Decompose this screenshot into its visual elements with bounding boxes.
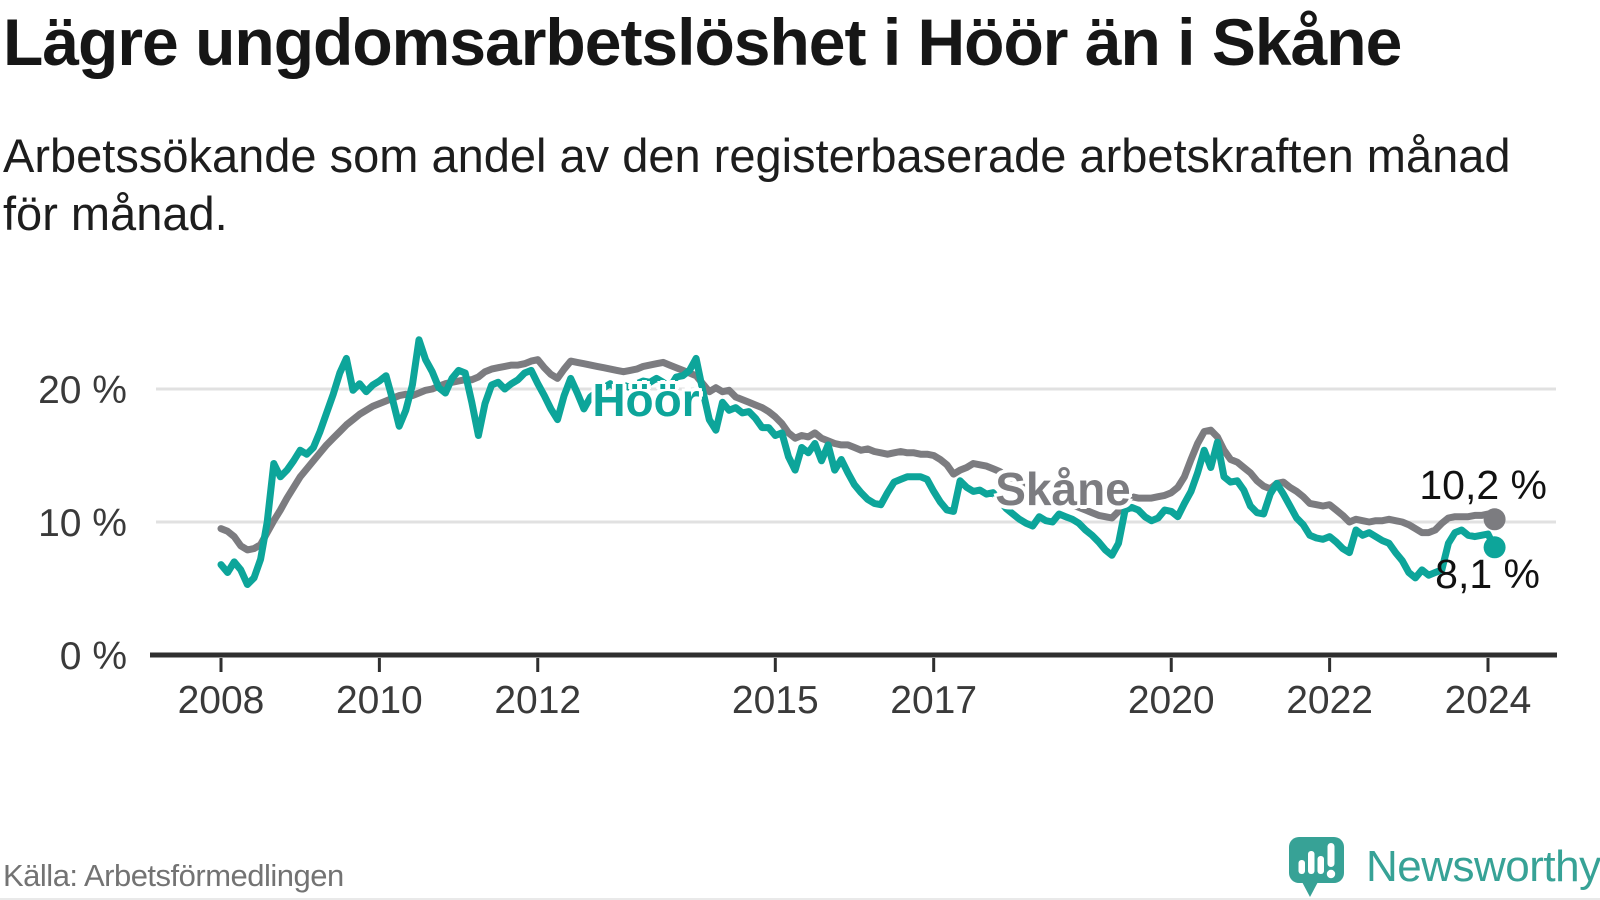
subtitle-line-1: Arbetssökande som andel av den registerb… (3, 129, 1511, 182)
x-tick-label-2024: 2024 (1445, 679, 1532, 722)
newsworthy-wordmark: Newsworthy (1366, 842, 1600, 891)
end-value-label-skane: 10,2 % (1419, 462, 1547, 508)
y-tick-label-0: 0 % (60, 635, 127, 678)
series-label-hoor: Höör (592, 374, 700, 426)
chart-subtitle: Arbetssökande som andel av den registerb… (3, 127, 1563, 243)
subtitle-line-2: för månad. (3, 187, 228, 240)
y-tick-label-20: 20 % (38, 369, 127, 412)
x-tick-label-2010: 2010 (336, 679, 423, 722)
page-title: Lägre ungdomsarbetslöshet i Höör än i Sk… (3, 5, 1402, 79)
end-value-label-hoor: 8,1 % (1435, 551, 1540, 597)
series-line-höör (217, 336, 1499, 588)
newsworthy-logo-icon (1289, 837, 1344, 897)
source-note: Källa: Arbetsförmedlingen (3, 858, 344, 893)
newsworthy-logo: Newsworthy (1288, 836, 1600, 898)
y-tick-label-10: 10 % (38, 502, 127, 545)
end-dot-skåne (1483, 508, 1506, 531)
x-tick-label-2022: 2022 (1286, 679, 1373, 722)
series-line-skåne (217, 356, 1499, 554)
x-tick-label-2008: 2008 (178, 679, 265, 722)
end-dot-höör (1483, 536, 1506, 559)
x-tick-label-2017: 2017 (890, 679, 977, 722)
x-tick-label-2015: 2015 (732, 679, 819, 722)
x-tick-label-2020: 2020 (1128, 679, 1215, 722)
bottom-divider (0, 898, 1600, 900)
x-tick-label-2012: 2012 (494, 679, 581, 722)
series-label-skane: Skåne (995, 463, 1131, 515)
